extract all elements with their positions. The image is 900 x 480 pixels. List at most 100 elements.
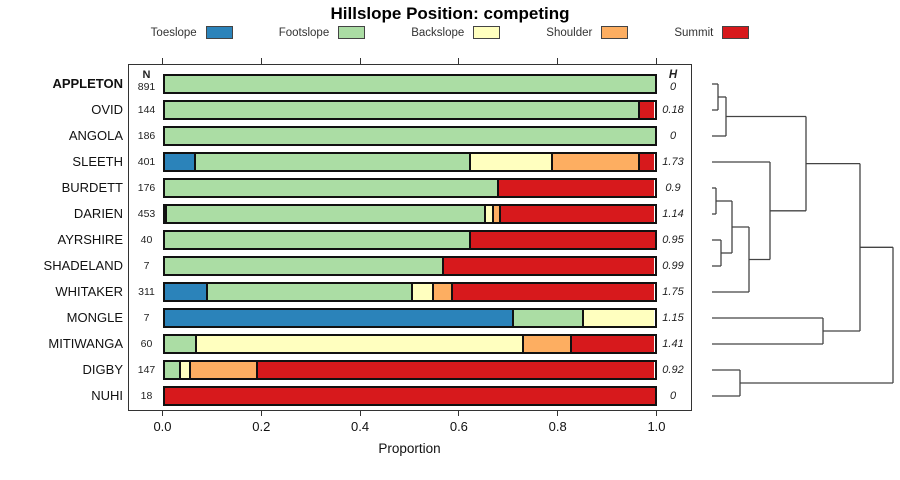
bar-segment-shoulder	[553, 154, 641, 170]
stacked-bar	[162, 126, 657, 146]
axis-tick-bottom	[458, 409, 460, 416]
h-value: 0	[669, 390, 677, 402]
bar-segment-footslope	[164, 232, 471, 248]
legend-label: Summit	[674, 26, 714, 39]
bar-segment-shoulder	[493, 206, 502, 222]
series-label: SLEETH	[72, 154, 123, 169]
stacked-bar	[162, 256, 657, 276]
bar-segment-summit	[452, 284, 655, 300]
axis-tick-label: 0.6	[449, 419, 468, 434]
h-value: 1.73	[662, 156, 684, 168]
n-value: 7	[143, 260, 150, 272]
n-value: 176	[137, 182, 156, 194]
legend-swatch	[205, 26, 233, 39]
series-label: NUHI	[91, 388, 123, 403]
axis-tick-top	[359, 57, 361, 64]
h-column-header: H	[668, 69, 678, 81]
bar-segment-summit	[470, 232, 655, 248]
bar-segment-footslope	[164, 128, 655, 144]
bar-segment-backslope	[181, 362, 192, 378]
bar-segment-toeslope	[164, 310, 515, 326]
stacked-bar	[162, 204, 657, 224]
h-value: 0.9	[665, 182, 681, 194]
axis-tick-label: 0.8	[548, 419, 567, 434]
h-value: 1.75	[662, 286, 684, 298]
series-label: MITIWANGA	[48, 336, 123, 351]
stacked-bar	[162, 282, 657, 302]
stacked-bar	[162, 360, 657, 380]
series-label: OVID	[91, 102, 123, 117]
axis-tick-top	[260, 57, 262, 64]
bar-segment-footslope	[164, 76, 655, 92]
bar-segment-summit	[444, 258, 655, 274]
legend: Toeslope Footslope Backslope Shoulder Summit	[0, 26, 900, 39]
legend-item: Backslope	[411, 26, 501, 39]
axis-tick-label: 0.2	[252, 419, 271, 434]
legend-label: Shoulder	[546, 26, 593, 39]
h-value: 0.18	[662, 104, 684, 116]
series-label: BURDETT	[61, 180, 123, 195]
stacked-bar	[162, 74, 657, 94]
bar-segment-toeslope	[164, 154, 197, 170]
bar-segment-footslope	[514, 310, 585, 326]
h-value: 1.14	[662, 208, 684, 220]
stacked-bar	[162, 178, 657, 198]
n-column-header: N	[142, 69, 151, 81]
axis-tick-bottom	[359, 409, 361, 416]
bar-segment-footslope	[164, 362, 182, 378]
h-value: 0	[669, 130, 677, 142]
stacked-bar	[162, 230, 657, 250]
bar-segment-backslope	[470, 154, 554, 170]
series-label: ANGOLA	[68, 128, 123, 143]
n-value: 147	[137, 364, 156, 376]
bar-segment-shoulder	[524, 336, 573, 352]
legend-swatch	[338, 26, 366, 39]
axis-tick-bottom	[557, 409, 559, 416]
series-label: DARIEN	[73, 206, 123, 221]
bar-segment-summit	[164, 388, 655, 404]
h-value: 1.15	[662, 312, 684, 324]
n-value: 453	[137, 208, 156, 220]
bar-segment-shoulder	[191, 362, 258, 378]
bar-segment-footslope	[166, 206, 486, 222]
axis-tick-bottom	[655, 409, 658, 416]
stacked-bar	[162, 386, 657, 406]
n-value: 311	[138, 286, 155, 298]
bar-segment-summit	[501, 206, 655, 222]
bar-segment-backslope	[413, 284, 434, 300]
h-value: 0.95	[662, 234, 684, 246]
legend-item: Summit	[674, 26, 750, 39]
bar-segment-footslope	[164, 102, 640, 118]
h-value: 1.41	[662, 338, 684, 350]
bar-segment-backslope	[485, 206, 494, 222]
stacked-bar	[162, 334, 657, 354]
h-value: 0.99	[662, 260, 684, 272]
bar-segment-backslope	[196, 336, 525, 352]
bar-segment-summit	[498, 180, 655, 196]
axis-tick-bottom	[161, 409, 164, 416]
bar-segment-footslope	[164, 180, 499, 196]
series-label: APPLETON	[52, 76, 123, 91]
plot-border	[128, 64, 692, 411]
stacked-bar	[162, 100, 657, 120]
bar-segment-shoulder	[433, 284, 453, 300]
legend-label: Toeslope	[150, 26, 197, 39]
stacked-bar	[162, 308, 657, 328]
legend-label: Backslope	[411, 26, 465, 39]
legend-swatch	[473, 26, 501, 39]
legend-swatch	[722, 26, 750, 39]
bar-segment-footslope	[207, 284, 414, 300]
n-value: 40	[140, 234, 153, 246]
n-value: N 891	[137, 69, 156, 93]
bar-segment-summit	[572, 336, 655, 352]
axis-tick-top	[557, 57, 559, 64]
axis-tick-top	[458, 57, 460, 64]
axis-tick-label: 0.4	[351, 419, 370, 434]
series-label: SHADELAND	[43, 258, 123, 273]
bar-segment-toeslope	[164, 206, 167, 222]
h-value: 0.92	[662, 364, 684, 376]
n-value: 18	[140, 390, 153, 402]
bar-segment-toeslope	[164, 284, 208, 300]
legend-item: Footslope	[279, 26, 366, 39]
